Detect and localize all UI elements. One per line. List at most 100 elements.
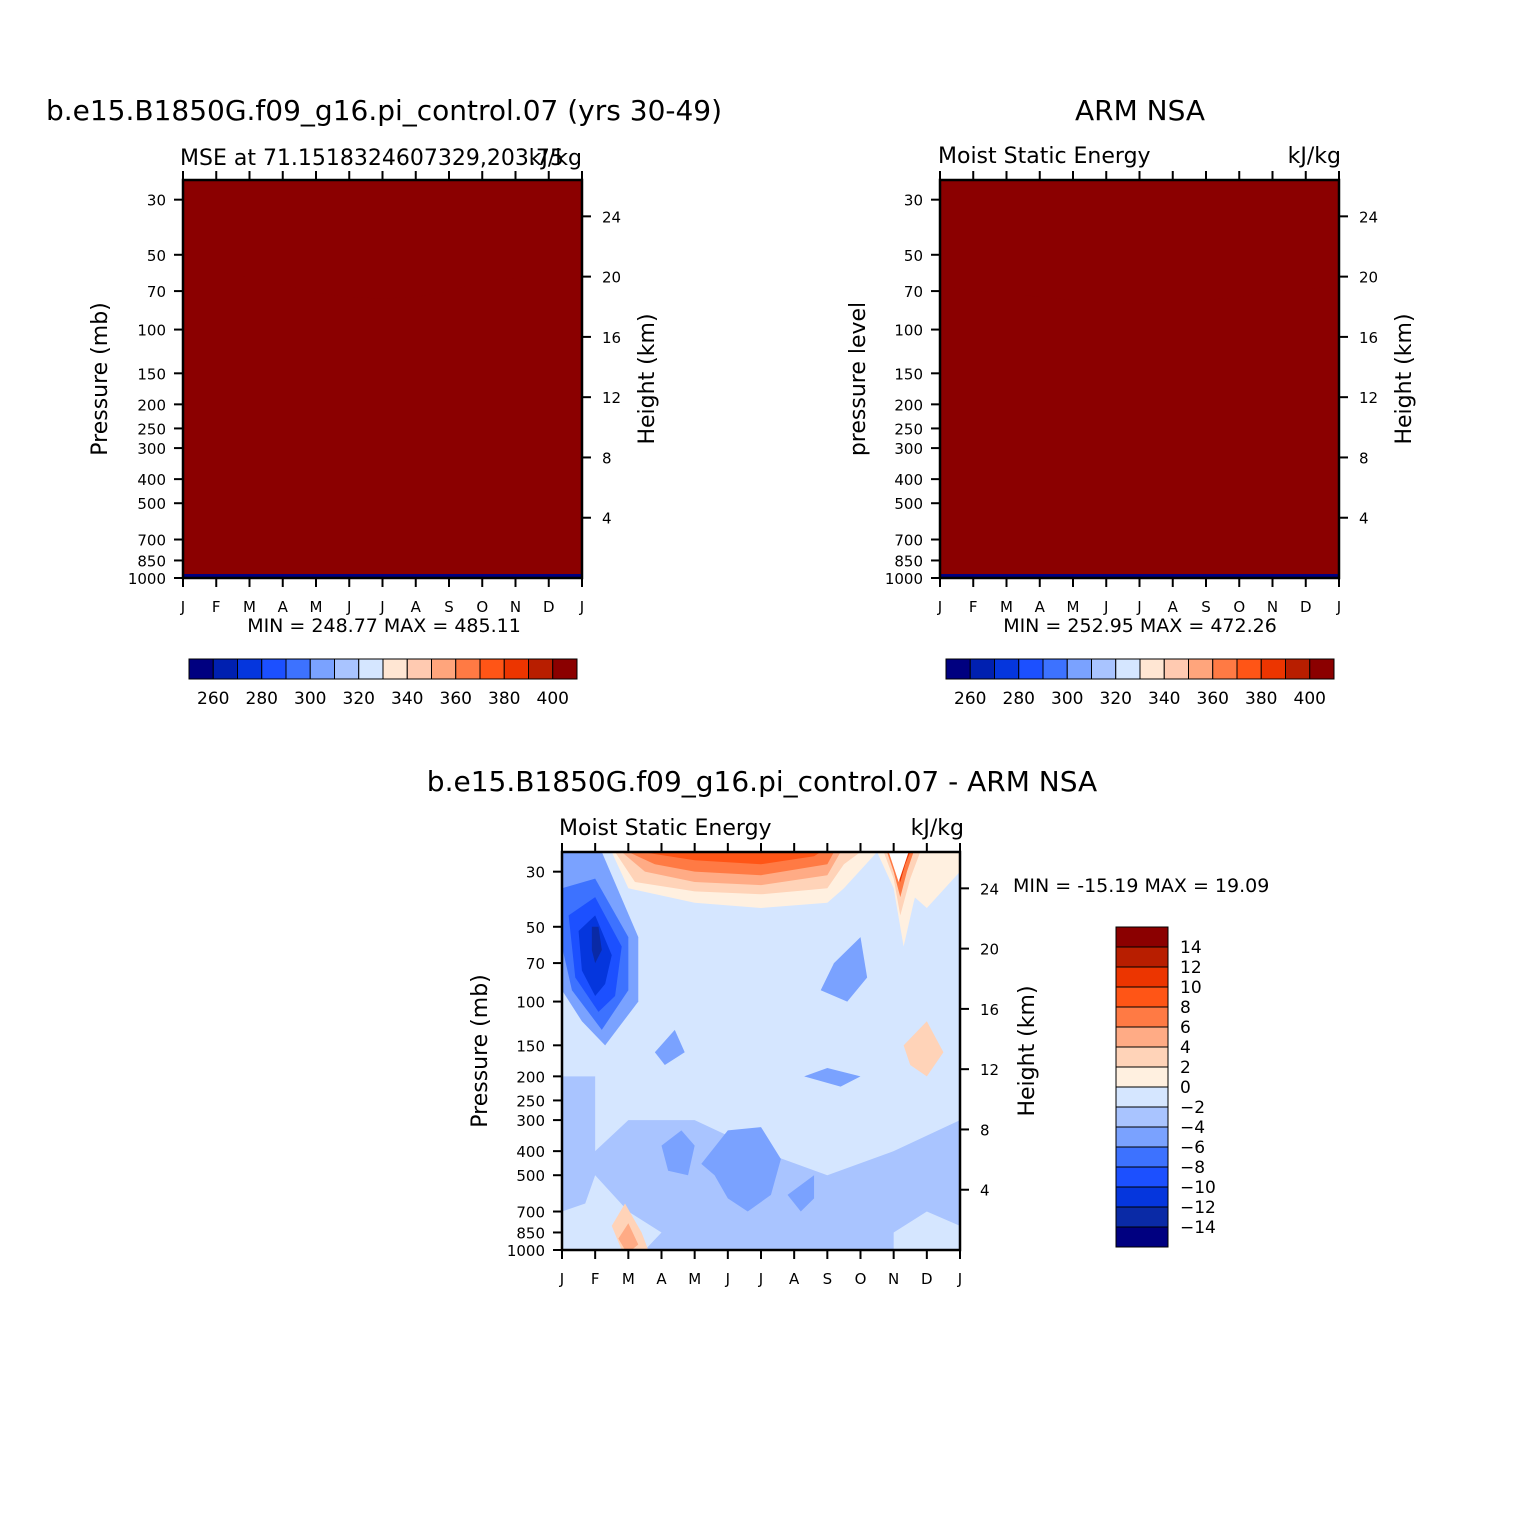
colorbar-box-0	[261, 658, 287, 680]
y-tick-label: 30	[147, 192, 166, 210]
contour-patch	[787, 1175, 815, 1212]
panel-left-minmax: MIN = 248.77 MAX = 485.11	[247, 615, 521, 637]
colorbar-box-0	[334, 658, 360, 680]
contour-patch	[661, 1130, 695, 1176]
x-tick-label: J	[1336, 598, 1341, 616]
x-tick-label: A	[278, 598, 289, 616]
colorbar-label: 360	[1197, 689, 1229, 709]
x-tick-label: N	[1267, 598, 1278, 616]
colorbar-box-1	[1309, 658, 1335, 680]
x-tick-label: O	[855, 1270, 867, 1288]
y-tick-label: 300	[137, 440, 166, 458]
colorbar-box-1	[1188, 658, 1214, 680]
colorbar-label: 260	[197, 689, 229, 709]
panel-left-y2label: Height (km)	[635, 313, 660, 444]
colorbar-label: 4	[1180, 1038, 1191, 1058]
y-tick-label: 500	[516, 1167, 545, 1185]
y-tick-label: 200	[516, 1068, 545, 1086]
colorbar-label: 320	[1100, 689, 1132, 709]
y-tick-label: 500	[137, 495, 166, 513]
colorbar-label: −10	[1180, 1178, 1216, 1198]
panel-right-title: ARM NSA	[1075, 94, 1205, 127]
colorbar-label: 260	[954, 689, 986, 709]
y2-tick-label: 24	[1359, 208, 1378, 226]
colorbar-box-diff	[1115, 1086, 1169, 1108]
y-tick-label: 70	[147, 283, 166, 301]
colorbar-box-diff	[1115, 1106, 1169, 1128]
contour-patch	[804, 1067, 861, 1087]
colorbar-label: 8	[1180, 998, 1191, 1018]
y-tick-label: 50	[526, 919, 545, 937]
colorbar-box-diff	[1115, 1126, 1169, 1148]
colorbar-label: −14	[1180, 1218, 1216, 1238]
y-tick-label: 100	[137, 322, 166, 340]
x-tick-label: N	[888, 1270, 899, 1288]
y-tick-label: 250	[894, 420, 923, 438]
x-tick-label: A	[411, 598, 422, 616]
x-tick-label: J	[725, 1270, 730, 1288]
x-tick-label: J	[758, 1270, 763, 1288]
colorbar-box-diff	[1115, 946, 1169, 968]
colorbar-box-diff	[1115, 1146, 1169, 1168]
y2-tick-label: 12	[980, 1061, 999, 1079]
colorbar-box-diff	[1115, 1006, 1169, 1028]
colorbar-box-diff	[1115, 1066, 1169, 1088]
y-tick-label: 700	[894, 532, 923, 550]
colorbar-label: −4	[1180, 1118, 1205, 1138]
x-tick-label: O	[476, 598, 488, 616]
panel-diff-left-string: Moist Static Energy	[559, 816, 772, 841]
colorbar-box-0	[188, 658, 214, 680]
y-tick-label: 30	[526, 864, 545, 882]
x-tick-label: A	[1035, 598, 1046, 616]
colorbar-box-1	[1115, 658, 1141, 680]
y-tick-label: 200	[137, 396, 166, 414]
x-tick-label: M	[1000, 598, 1013, 616]
panel-right-minmax: MIN = 252.95 MAX = 472.26	[1003, 615, 1277, 637]
y2-tick-label: 20	[980, 941, 999, 959]
contour-fill-group	[183, 180, 582, 578]
colorbar-label: 300	[1051, 689, 1083, 709]
panel-right-units: kJ/kg	[1288, 144, 1341, 169]
x-tick-label: M	[622, 1270, 635, 1288]
y-tick-label: 150	[894, 365, 923, 383]
x-tick-label: J	[937, 598, 942, 616]
y-tick-label: 70	[904, 283, 923, 301]
panel-diff-minmax: MIN = -15.19 MAX = 19.09	[1013, 875, 1269, 897]
y2-tick-label: 12	[602, 389, 621, 407]
colorbar-label: 12	[1180, 958, 1202, 978]
contour-fill-group	[562, 852, 960, 1250]
y-tick-label: 300	[516, 1112, 545, 1130]
panel-right-ylabel: pressure level	[846, 302, 871, 456]
colorbar-box-0	[431, 658, 457, 680]
x-tick-label: F	[969, 598, 978, 616]
colorbar-label: 300	[294, 689, 326, 709]
x-tick-label: N	[510, 598, 521, 616]
y-tick-label: 30	[904, 192, 923, 210]
colorbar-label: −2	[1180, 1098, 1205, 1118]
y-tick-label: 50	[147, 247, 166, 265]
x-tick-label: M	[1067, 598, 1080, 616]
y2-tick-label: 16	[1359, 329, 1378, 347]
y2-tick-label: 8	[980, 1121, 990, 1139]
y-tick-label: 400	[894, 471, 923, 489]
colorbar-label: 340	[391, 689, 423, 709]
colorbar-box-0	[285, 658, 311, 680]
panel-left-left-string: MSE at 71.1518324607329,203.75	[180, 146, 564, 171]
x-tick-label: S	[823, 1270, 833, 1288]
contour-band	[940, 284, 1339, 578]
x-tick-label: J	[579, 598, 584, 616]
y-tick-label: 50	[904, 247, 923, 265]
contour-patch	[591, 926, 602, 964]
colorbar-box-1	[1236, 658, 1262, 680]
contour-fill-group	[940, 180, 1339, 578]
y-tick-label: 700	[516, 1204, 545, 1222]
colorbar-label: 280	[246, 689, 278, 709]
x-tick-label: J	[559, 1270, 564, 1288]
colorbar-label: 400	[1294, 689, 1326, 709]
x-tick-label: J	[346, 598, 351, 616]
colorbar-box-diff	[1115, 1226, 1169, 1248]
colorbar-box-diff	[1115, 1206, 1169, 1228]
y2-tick-label: 8	[602, 449, 612, 467]
y-tick-label: 100	[894, 322, 923, 340]
colorbar-label: 380	[488, 689, 520, 709]
